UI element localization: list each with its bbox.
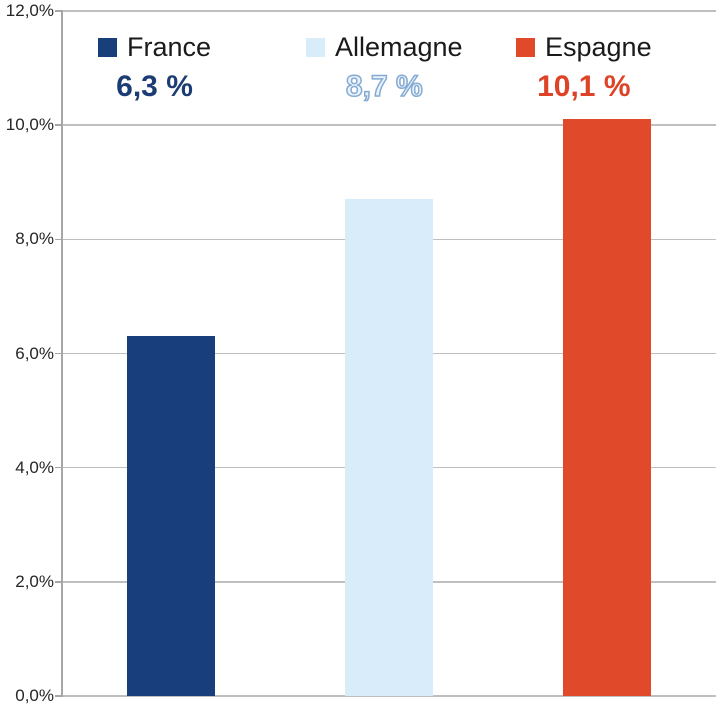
legend-item-allemagne: Allemagne 8,7 % (306, 30, 463, 105)
bar-espagne (563, 119, 651, 696)
legend-head-espagne: Espagne (516, 30, 652, 64)
legend-label-espagne: Espagne (545, 32, 652, 62)
legend-value-allemagne: 8,7 % (345, 69, 423, 104)
legend-item-espagne: Espagne 10,1 % (516, 30, 652, 105)
bar-france (127, 336, 215, 696)
legend-label-france: France (127, 32, 212, 62)
legend-swatch-france (98, 37, 117, 57)
y-tick-mark (55, 10, 62, 12)
y-tick-label: 10,0% (5, 115, 54, 135)
legend-item-france: France 6,3 % (98, 30, 211, 105)
legend-value-espagne: 10,1 % (537, 70, 631, 103)
gridline (62, 10, 716, 12)
y-tick-label: 6,0% (15, 343, 54, 363)
legend-label-allemagne: Allemagne (335, 32, 463, 62)
plot-area (62, 10, 716, 697)
y-tick-mark (55, 466, 62, 469)
bar-allemagne (345, 199, 433, 696)
legend-value-france: 6,3 % (116, 70, 193, 103)
y-tick-label: 12,0% (5, 1, 54, 20)
legend-head-france: France (98, 30, 211, 64)
y-tick-label: 0,0% (15, 686, 54, 705)
y-tick-mark (55, 581, 62, 583)
y-tick-mark (55, 238, 62, 241)
y-tick-mark (55, 124, 62, 126)
legend-head-allemagne: Allemagne (306, 30, 463, 64)
legend-swatch-allemagne (306, 37, 325, 57)
y-tick-label: 2,0% (15, 571, 54, 591)
y-tick-mark (55, 352, 62, 355)
y-tick-label: 8,0% (15, 229, 54, 249)
y-tick-mark (55, 695, 62, 697)
gridline (62, 124, 716, 126)
legend-swatch-espagne (516, 37, 535, 57)
y-tick-label: 4,0% (15, 457, 54, 477)
